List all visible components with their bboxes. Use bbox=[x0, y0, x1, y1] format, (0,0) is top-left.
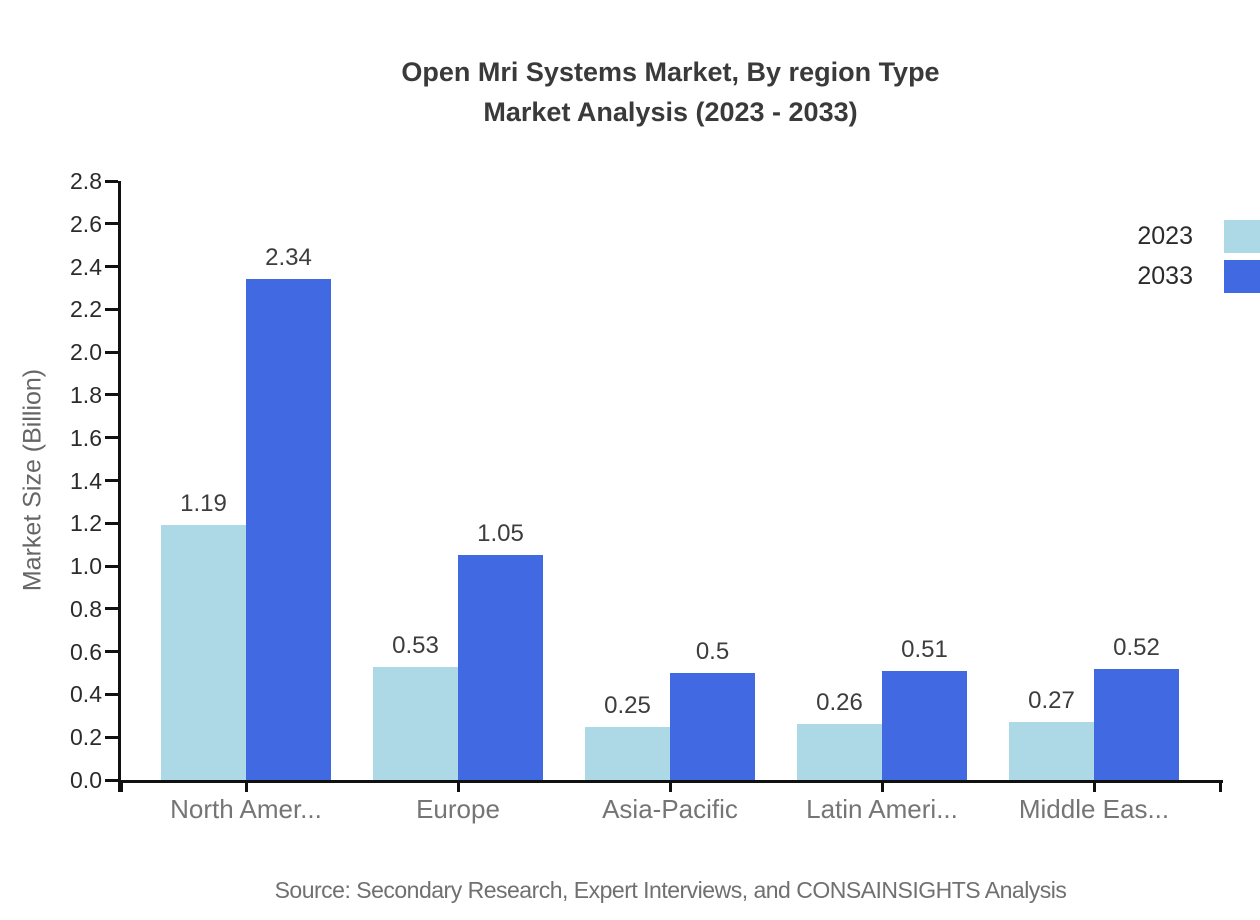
bar-2033-middle-eas bbox=[1094, 668, 1179, 780]
chart-title: Open Mri Systems Market, By region Type … bbox=[121, 52, 1220, 132]
legend-label: 2033 bbox=[1137, 262, 1193, 290]
bar-value-label: 0.51 bbox=[901, 635, 948, 663]
y-axis-tick-label: 0.0 bbox=[70, 767, 102, 793]
x-axis-category-label: Europe bbox=[416, 794, 500, 824]
bar-2033-latin-ameri bbox=[882, 670, 967, 780]
x-axis-tick bbox=[1218, 780, 1222, 792]
y-axis-title: Market Size (Billion) bbox=[18, 368, 47, 592]
y-axis-tick-label: 0.4 bbox=[70, 681, 102, 708]
x-axis-category-label: Middle Eas... bbox=[1018, 794, 1170, 824]
x-axis-tick bbox=[1092, 780, 1096, 792]
y-axis-tick bbox=[105, 393, 118, 397]
y-axis-tick-label: 1.0 bbox=[70, 553, 102, 580]
legend-swatch-icon bbox=[1224, 220, 1260, 253]
y-axis-tick-label: 2.2 bbox=[70, 296, 102, 323]
x-axis-tick bbox=[668, 780, 672, 792]
legend-label: 2023 bbox=[1137, 222, 1193, 250]
y-axis-tick-label: 1.2 bbox=[70, 510, 102, 537]
bar-value-label: 0.53 bbox=[392, 631, 439, 659]
y-axis-tick bbox=[105, 692, 118, 696]
source-note: Source: Secondary Research, Expert Inter… bbox=[274, 877, 1067, 903]
x-axis-tick bbox=[244, 780, 248, 792]
y-axis-tick bbox=[105, 479, 118, 482]
bar-value-label: 0.25 bbox=[604, 691, 651, 719]
bar-2023-europe bbox=[373, 666, 458, 780]
y-axis-tick-label: 1.8 bbox=[70, 381, 102, 408]
y-axis-tick bbox=[105, 179, 118, 183]
bar-value-label: 0.5 bbox=[695, 638, 730, 666]
legend-swatch-icon bbox=[1224, 260, 1260, 293]
y-axis-tick bbox=[105, 607, 118, 611]
bar-2033-north-amer bbox=[246, 279, 331, 780]
bar-value-label: 0.27 bbox=[1028, 687, 1075, 715]
bar-value-label: 1.05 bbox=[477, 520, 524, 548]
bar-value-label: 0.52 bbox=[1113, 633, 1160, 661]
y-axis-tick bbox=[105, 436, 118, 440]
x-axis-category-label: North Amer... bbox=[170, 794, 322, 824]
x-axis-category-label: Asia-Pacific bbox=[602, 794, 738, 824]
y-axis-tick bbox=[105, 564, 118, 568]
y-axis-tick-label: 2.8 bbox=[70, 168, 102, 194]
y-axis-tick bbox=[105, 778, 118, 782]
bar-value-label: 1.19 bbox=[180, 490, 227, 518]
y-axis-tick-label: 0.8 bbox=[70, 595, 102, 622]
x-axis-category-label: Latin Ameri... bbox=[806, 794, 958, 824]
chart-title-line-1: Open Mri Systems Market, By region Type bbox=[401, 57, 940, 87]
y-axis-tick bbox=[105, 222, 118, 226]
chart-title-line-2: Market Analysis (2023 - 2033) bbox=[483, 97, 858, 127]
y-axis-tick-label: 2.4 bbox=[70, 253, 102, 280]
y-axis-tick-label: 0.6 bbox=[70, 638, 102, 665]
y-axis-tick-label: 1.4 bbox=[70, 467, 102, 494]
bar-2023-north-amer bbox=[161, 525, 246, 780]
legend-item-2033: 2033 bbox=[1100, 260, 1260, 293]
y-axis-tick bbox=[105, 650, 118, 654]
x-axis-tick bbox=[119, 780, 123, 792]
legend-item-2023: 2023 bbox=[1100, 220, 1260, 253]
bar-2033-europe bbox=[458, 555, 543, 780]
y-axis-tick-label: 0.2 bbox=[70, 724, 102, 751]
y-axis-tick-label: 2.0 bbox=[70, 339, 102, 366]
y-axis-tick-label: 1.6 bbox=[70, 424, 102, 451]
y-axis-tick bbox=[105, 521, 118, 525]
bar-value-label: 0.26 bbox=[816, 689, 863, 717]
bar-value-label: 2.34 bbox=[265, 244, 312, 272]
y-axis-line bbox=[118, 181, 121, 792]
bar-2023-latin-ameri bbox=[797, 724, 882, 780]
y-axis-tick bbox=[105, 307, 118, 311]
y-axis-tick bbox=[105, 265, 118, 269]
y-axis-tick bbox=[105, 350, 118, 354]
x-axis-tick bbox=[880, 780, 884, 792]
y-axis-tick bbox=[105, 735, 118, 739]
y-axis-tick-label: 2.6 bbox=[70, 210, 102, 237]
bar-2033-asia-pacific bbox=[670, 673, 755, 780]
bar-2023-asia-pacific bbox=[585, 726, 670, 780]
x-axis-tick bbox=[456, 780, 460, 792]
plot-area: 0.0 0.2 0.4 0.6 0.8 1.0 1.2 1.4 1.6 1.8 2.0 2.2 2.4 2… bbox=[70, 169, 1223, 824]
bar-2023-middle-eas bbox=[1009, 722, 1094, 780]
